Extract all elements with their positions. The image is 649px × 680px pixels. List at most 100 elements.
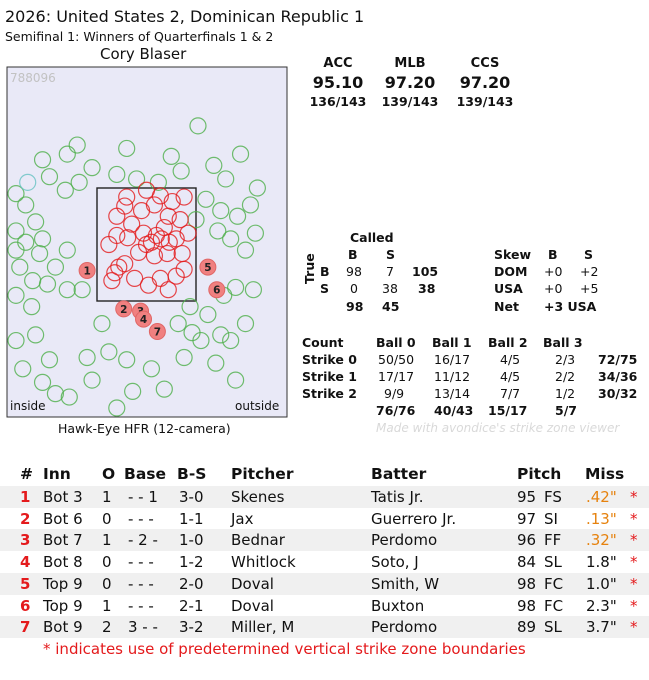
called-ball-point <box>227 278 245 297</box>
called-ball-point <box>46 258 65 276</box>
row-count: 3-2 <box>179 618 204 637</box>
missed-call-point-7: 7 <box>148 323 166 341</box>
row-speed: 98 <box>517 574 537 593</box>
called-ball-point <box>7 286 25 304</box>
row-outs: 0 <box>102 553 112 572</box>
called-ball-point <box>197 190 215 208</box>
missed-call-marker <box>78 261 96 279</box>
count-cell: 17/17 <box>378 369 415 384</box>
called-ball-point <box>60 388 78 406</box>
row-base: - 2 - <box>128 531 158 550</box>
called-ball-point <box>199 305 217 324</box>
called-ball-point <box>192 331 210 350</box>
called-strike-point <box>159 207 177 225</box>
plot-frame <box>6 66 288 418</box>
called-ball-point <box>205 156 223 174</box>
count-col-ball2: Ball 2 <box>488 335 528 350</box>
row-count: 3-0 <box>179 488 204 506</box>
row-outs: 1 <box>102 488 112 506</box>
called-ball-point <box>228 207 247 225</box>
count-row-total: 72/75 <box>598 352 638 367</box>
skew-dom-label: DOM <box>494 264 528 279</box>
called-strike-point <box>116 197 134 215</box>
row-outs: 1 <box>102 531 112 550</box>
accuracy-acc-pct: 95.10 <box>312 73 364 92</box>
row-star: * <box>630 553 638 572</box>
called-strike-point <box>155 218 173 237</box>
row-inning: Bot 9 <box>43 618 83 637</box>
col-pitch: Pitch <box>517 465 562 483</box>
called-col-b: B <box>348 247 358 262</box>
called-ball-point <box>124 382 142 400</box>
true-s-label: S <box>320 281 330 296</box>
called-ball-point <box>108 165 126 184</box>
called-ball-point <box>11 258 29 276</box>
table-row: 1 Bot 3 1 - - 1 3-0 Skenes Tatis Jr. 95 FS .42" * <box>0 486 649 508</box>
row-pitch-type: FC <box>544 574 564 593</box>
missed-call-label: 2 <box>120 304 127 316</box>
row-speed: 84 <box>517 553 537 572</box>
called-ball-point <box>7 222 25 240</box>
row-inning: Bot 7 <box>43 531 83 550</box>
skew-usa-b: +0 <box>544 281 563 296</box>
table-row: 2 Bot 6 0 - - - 1-1 Jax Guerrero Jr. 97 SI .13" * <box>0 508 649 530</box>
called-ball-point <box>78 348 96 367</box>
row-speed: 98 <box>517 596 537 615</box>
called-strike-point <box>159 281 177 299</box>
called-ball-point <box>118 351 136 369</box>
missed-call-marker <box>208 281 226 299</box>
col-inn: Inn <box>43 465 71 483</box>
skew-net-value: +3 USA <box>544 299 597 314</box>
row-num: 1 <box>20 488 31 506</box>
row-num: 7 <box>20 618 31 637</box>
called-ball-point <box>108 399 126 417</box>
count-cell: 7/7 <box>500 386 521 401</box>
row-inning: Bot 3 <box>43 488 83 506</box>
row-base: - - - <box>128 509 154 528</box>
count-cell: 4/5 <box>500 352 521 367</box>
accuracy-ccs-label: CCS <box>470 56 500 71</box>
missed-call-point-1: 1 <box>78 261 96 279</box>
called-strike-point <box>106 264 124 282</box>
true-s-called-b: 0 <box>350 281 358 296</box>
row-num: 6 <box>20 596 31 615</box>
called-col-s: S <box>386 247 396 262</box>
table-row: 6 Top 9 1 - - - 2-1 Doval Buxton 98 FC 2.3" * <box>0 595 649 617</box>
col-base: Base <box>124 465 167 483</box>
called-ball-point <box>207 354 225 372</box>
called-ball-point <box>217 170 235 188</box>
called-ball-point <box>58 281 76 299</box>
accuracy-ccs-pct: 97.20 <box>459 73 511 92</box>
table-row: 4 Bot 8 0 - - - 1-2 Whitlock Soto, J 84 SL 1.8" * <box>0 551 649 573</box>
skew-dom-s: +2 <box>580 264 599 279</box>
true-b-called-s: 7 <box>386 264 394 279</box>
called-strike-point <box>171 211 189 229</box>
game-subtitle: Semifinal 1: Winners of Quarterfinals 1 … <box>5 29 274 44</box>
row-pitcher: Jax <box>231 509 254 528</box>
row-num: 3 <box>20 531 31 550</box>
true-s-total: 38 <box>418 281 436 296</box>
called-ball-point <box>172 162 190 180</box>
true-b-total: 105 <box>412 264 439 279</box>
called-ball-point <box>248 179 266 197</box>
called-ball-point <box>246 224 264 242</box>
skew-title: Skew <box>494 247 532 262</box>
row-pitcher: Miller, M <box>231 618 295 637</box>
called-strike-point <box>158 244 176 263</box>
called-ball-point <box>212 326 230 344</box>
count-col-ball1: Ball 1 <box>432 335 472 350</box>
row-count: 2-0 <box>179 574 204 593</box>
row-star: * <box>630 488 638 506</box>
called-balls-layer <box>7 117 266 417</box>
row-star: * <box>630 531 638 550</box>
skew-col-b: B <box>548 247 558 262</box>
accuracy-mlb-pct: 97.20 <box>384 73 436 92</box>
game-title: 2026: United States 2, Dominican Republi… <box>5 7 365 26</box>
called-ball-point <box>7 331 25 350</box>
row-batter: Perdomo <box>371 618 438 637</box>
called-strike-point <box>129 243 148 262</box>
called-ball-point <box>30 244 49 263</box>
row-speed: 97 <box>517 509 537 528</box>
count-col-ball0: Ball 0 <box>376 335 416 350</box>
accuracy-mlb-label: MLB <box>394 56 426 71</box>
